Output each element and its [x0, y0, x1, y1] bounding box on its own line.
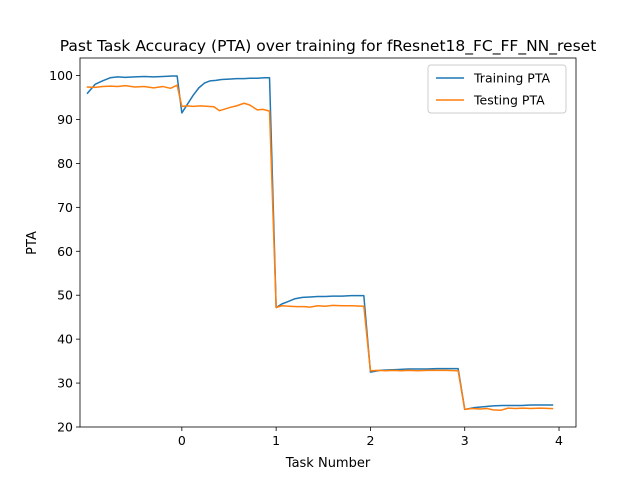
- x-tick-label-2: 2: [366, 433, 374, 448]
- y-tick-label-6: 80: [57, 156, 73, 171]
- legend-box: [427, 64, 567, 114]
- y-tick-label-2: 40: [57, 332, 73, 347]
- y-tick-label-5: 70: [57, 200, 73, 215]
- y-tick-label-7: 90: [57, 112, 73, 127]
- x-tick-label-3: 3: [461, 433, 469, 448]
- y-axis-label: PTA: [25, 231, 40, 255]
- y-tick-label-8: 100: [49, 68, 73, 83]
- y-tick-label-0: 20: [57, 420, 73, 435]
- legend: Training PTA Testing PTA: [427, 64, 567, 114]
- chart-title: Past Task Accuracy (PTA) over training f…: [60, 37, 597, 56]
- x-tick-label-0: 0: [178, 433, 186, 448]
- y-tick-label-4: 60: [57, 244, 73, 259]
- legend-label-0: Training PTA: [473, 71, 550, 86]
- x-tick-label-1: 1: [272, 433, 280, 448]
- x-tick-label-4: 4: [555, 433, 563, 448]
- axes-frame: [79, 57, 577, 428]
- y-tick-label-3: 50: [57, 288, 73, 303]
- plot-area: 0 1 2 3 4 20 30 40 50 60 70 80 90 100: [49, 57, 577, 448]
- legend-label-1: Testing PTA: [473, 93, 545, 108]
- x-axis-label: Task Number: [285, 456, 371, 471]
- y-tick-label-1: 30: [57, 376, 73, 391]
- series-line-1: [86, 84, 554, 412]
